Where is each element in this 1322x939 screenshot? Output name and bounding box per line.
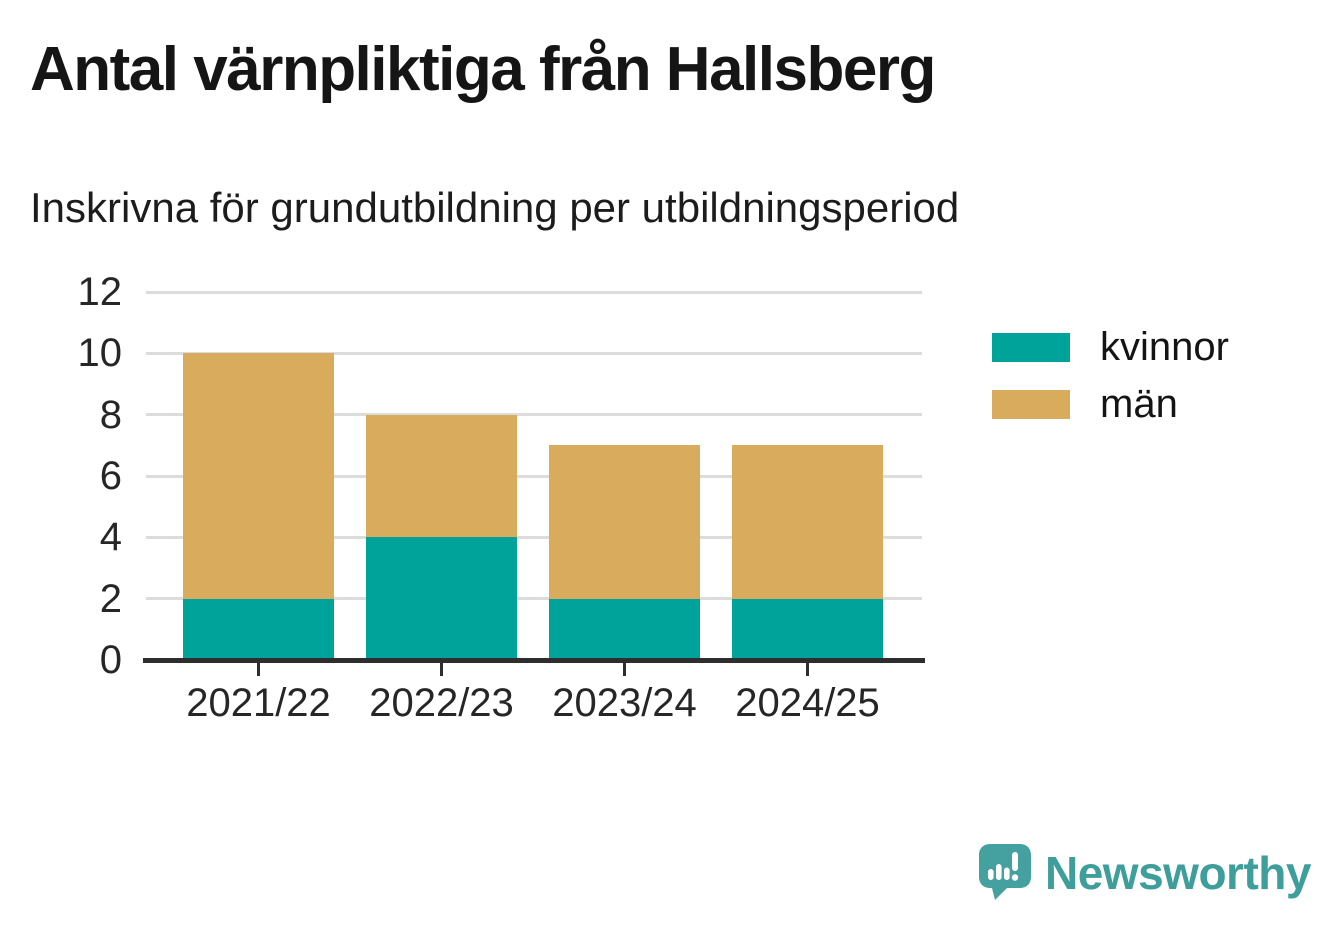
y-tick-label: 0 [99, 638, 122, 682]
x-tick [806, 663, 809, 676]
gridline-6 [146, 474, 922, 478]
y-tick-label: 10 [77, 331, 123, 376]
bar-2023/24 [549, 292, 700, 660]
branding: Newsworthy [979, 844, 1311, 901]
legend-item-man: män [992, 382, 1229, 426]
plot-area [146, 290, 922, 660]
newsworthy-logo-icon [979, 844, 1031, 900]
x-tick-label: 2023/24 [552, 681, 697, 725]
x-axis-line [143, 658, 925, 663]
bar-segment-män [366, 414, 517, 538]
bar-2021/22 [183, 292, 334, 660]
bar-2022/23 [366, 292, 517, 660]
bar-2024/25 [732, 292, 883, 660]
y-tick-label: 4 [99, 515, 122, 560]
bar-segment-kvinnor [183, 598, 334, 660]
chart-title: Antal värnpliktiga från Hallsberg [30, 35, 936, 104]
y-tick-label: 12 [77, 270, 123, 314]
x-tick-label: 2024/25 [735, 681, 880, 725]
y-tick-label: 2 [99, 576, 122, 621]
x-tick-label: 2022/23 [369, 681, 514, 725]
legend-label-kvinnor: kvinnor [1100, 325, 1229, 369]
gridline-10 [146, 351, 922, 355]
bar-segment-kvinnor [366, 537, 517, 660]
gridline-2 [146, 597, 922, 601]
gridline-8 [146, 413, 922, 417]
chart-subtitle: Inskrivna för grundutbildning per utbild… [30, 184, 960, 231]
newsworthy-logo-text: Newsworthy [1045, 847, 1311, 899]
bar-segment-kvinnor [549, 598, 700, 660]
legend-label-man: män [1100, 382, 1178, 426]
gridline-4 [146, 535, 922, 539]
x-tick [257, 663, 260, 676]
legend: kvinnor män [992, 325, 1229, 445]
gridline-12 [146, 290, 922, 294]
legend-swatch-man [992, 390, 1070, 419]
x-tick [623, 663, 626, 676]
legend-item-kvinnor: kvinnor [992, 325, 1229, 369]
x-tick [440, 663, 443, 676]
bar-segment-män [183, 353, 334, 599]
bar-segment-män [732, 445, 883, 599]
x-tick-label: 2021/22 [186, 681, 331, 725]
legend-swatch-kvinnor [992, 333, 1070, 362]
y-tick-label: 8 [99, 392, 122, 437]
y-tick-label: 6 [99, 454, 122, 498]
bar-segment-män [549, 445, 700, 599]
bar-segment-kvinnor [732, 598, 883, 660]
